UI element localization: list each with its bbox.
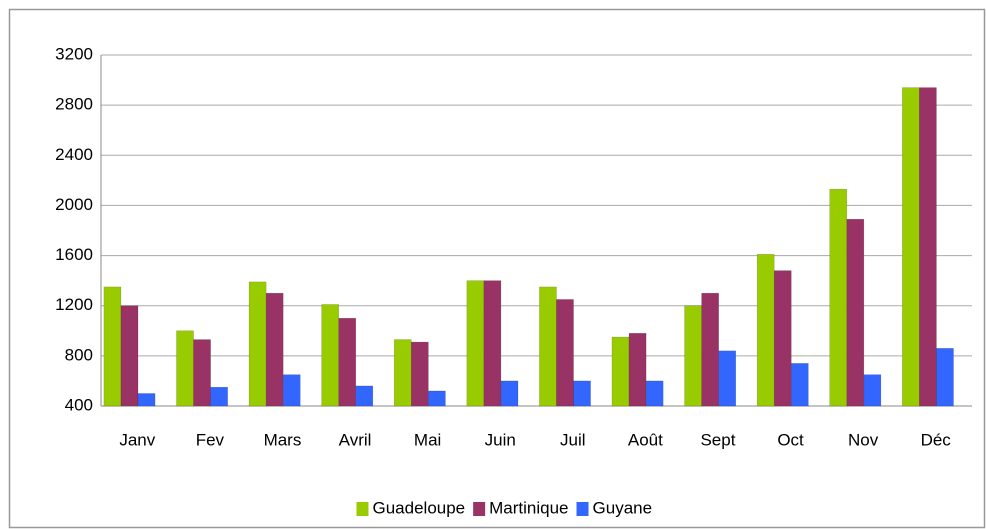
bar	[428, 390, 446, 407]
bar	[645, 380, 664, 407]
x-tick-label: Oct	[777, 430, 804, 449]
bar	[756, 254, 775, 407]
bar	[573, 380, 591, 407]
bar	[628, 333, 647, 407]
bar	[829, 188, 848, 407]
bar	[411, 341, 429, 407]
y-tick-label: 3200	[55, 44, 93, 63]
bar	[103, 286, 122, 407]
legend-label: Guyane	[593, 498, 653, 517]
bar	[338, 318, 357, 407]
x-tick-label: Juil	[560, 430, 586, 449]
bar	[466, 280, 485, 407]
bar	[483, 280, 502, 407]
y-tick-label: 1200	[55, 295, 93, 314]
y-tick-label: 2000	[55, 195, 93, 214]
bar	[611, 336, 630, 407]
bar	[936, 348, 954, 407]
chart-frame	[8, 8, 986, 529]
x-tick-label: Janv	[119, 430, 155, 449]
y-tick-label: 1600	[55, 245, 93, 264]
bar	[282, 374, 301, 407]
bar	[863, 374, 882, 407]
bar	[193, 339, 211, 407]
bar	[355, 385, 374, 407]
bar	[791, 363, 809, 407]
bar	[265, 292, 284, 407]
y-tick-label: 800	[65, 345, 93, 364]
bar	[556, 299, 574, 407]
legend-label: Guadeloupe	[373, 498, 466, 517]
bar	[701, 292, 719, 407]
y-tick-label: 400	[65, 395, 93, 414]
bar	[248, 281, 267, 407]
y-tick-label: 2400	[55, 145, 93, 164]
x-tick-label: Mars	[264, 430, 302, 449]
legend-swatch	[473, 502, 486, 516]
bar	[321, 304, 339, 407]
legend-label: Martinique	[489, 498, 568, 517]
x-tick-label: Sept	[700, 430, 735, 449]
bar	[120, 305, 139, 407]
x-tick-label: Avril	[339, 430, 372, 449]
x-tick-label: Août	[628, 430, 663, 449]
bar	[846, 218, 865, 407]
bar	[210, 386, 228, 407]
bar	[393, 339, 412, 407]
x-tick-label: Déc	[921, 430, 952, 449]
legend-swatch	[356, 502, 369, 516]
bar	[539, 286, 557, 407]
bar	[919, 87, 937, 407]
x-tick-label: Nov	[848, 430, 879, 449]
bar	[718, 350, 736, 407]
x-tick-label: Fev	[196, 430, 225, 449]
bar	[176, 330, 194, 407]
x-tick-label: Mai	[414, 430, 441, 449]
bar	[902, 87, 920, 407]
bar	[773, 270, 792, 407]
y-tick-label: 2800	[55, 95, 93, 114]
x-tick-label: Juin	[485, 430, 516, 449]
bar	[500, 380, 519, 407]
bar	[137, 393, 156, 407]
legend-swatch	[576, 502, 589, 516]
bar	[684, 305, 702, 407]
